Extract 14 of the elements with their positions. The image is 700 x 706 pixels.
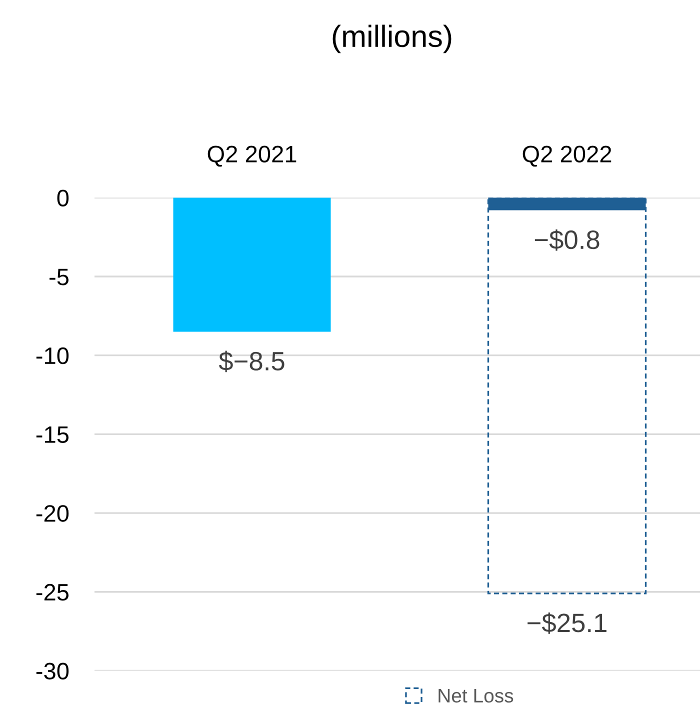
chart-title: (millions) <box>332 24 452 54</box>
y-tick-label: -10 <box>36 347 69 364</box>
data-label: $−8.5 <box>218 350 284 372</box>
x-tick-label: Q2 2022 <box>522 146 612 167</box>
y-tick-label: -25 <box>36 584 69 601</box>
x-tick-label: Q2 2021 <box>208 146 296 167</box>
y-tick-label: -30 <box>36 662 69 680</box>
y-tick-label: 0 <box>57 190 69 206</box>
data-label: −$25.1 <box>528 612 606 634</box>
legend-label: Net Loss <box>438 689 514 703</box>
y-tick-label: -20 <box>36 505 69 522</box>
y-tick-label: -15 <box>36 426 69 443</box>
data-label: −$0.8 <box>534 229 600 251</box>
y-tick-label: -5 <box>50 268 69 286</box>
